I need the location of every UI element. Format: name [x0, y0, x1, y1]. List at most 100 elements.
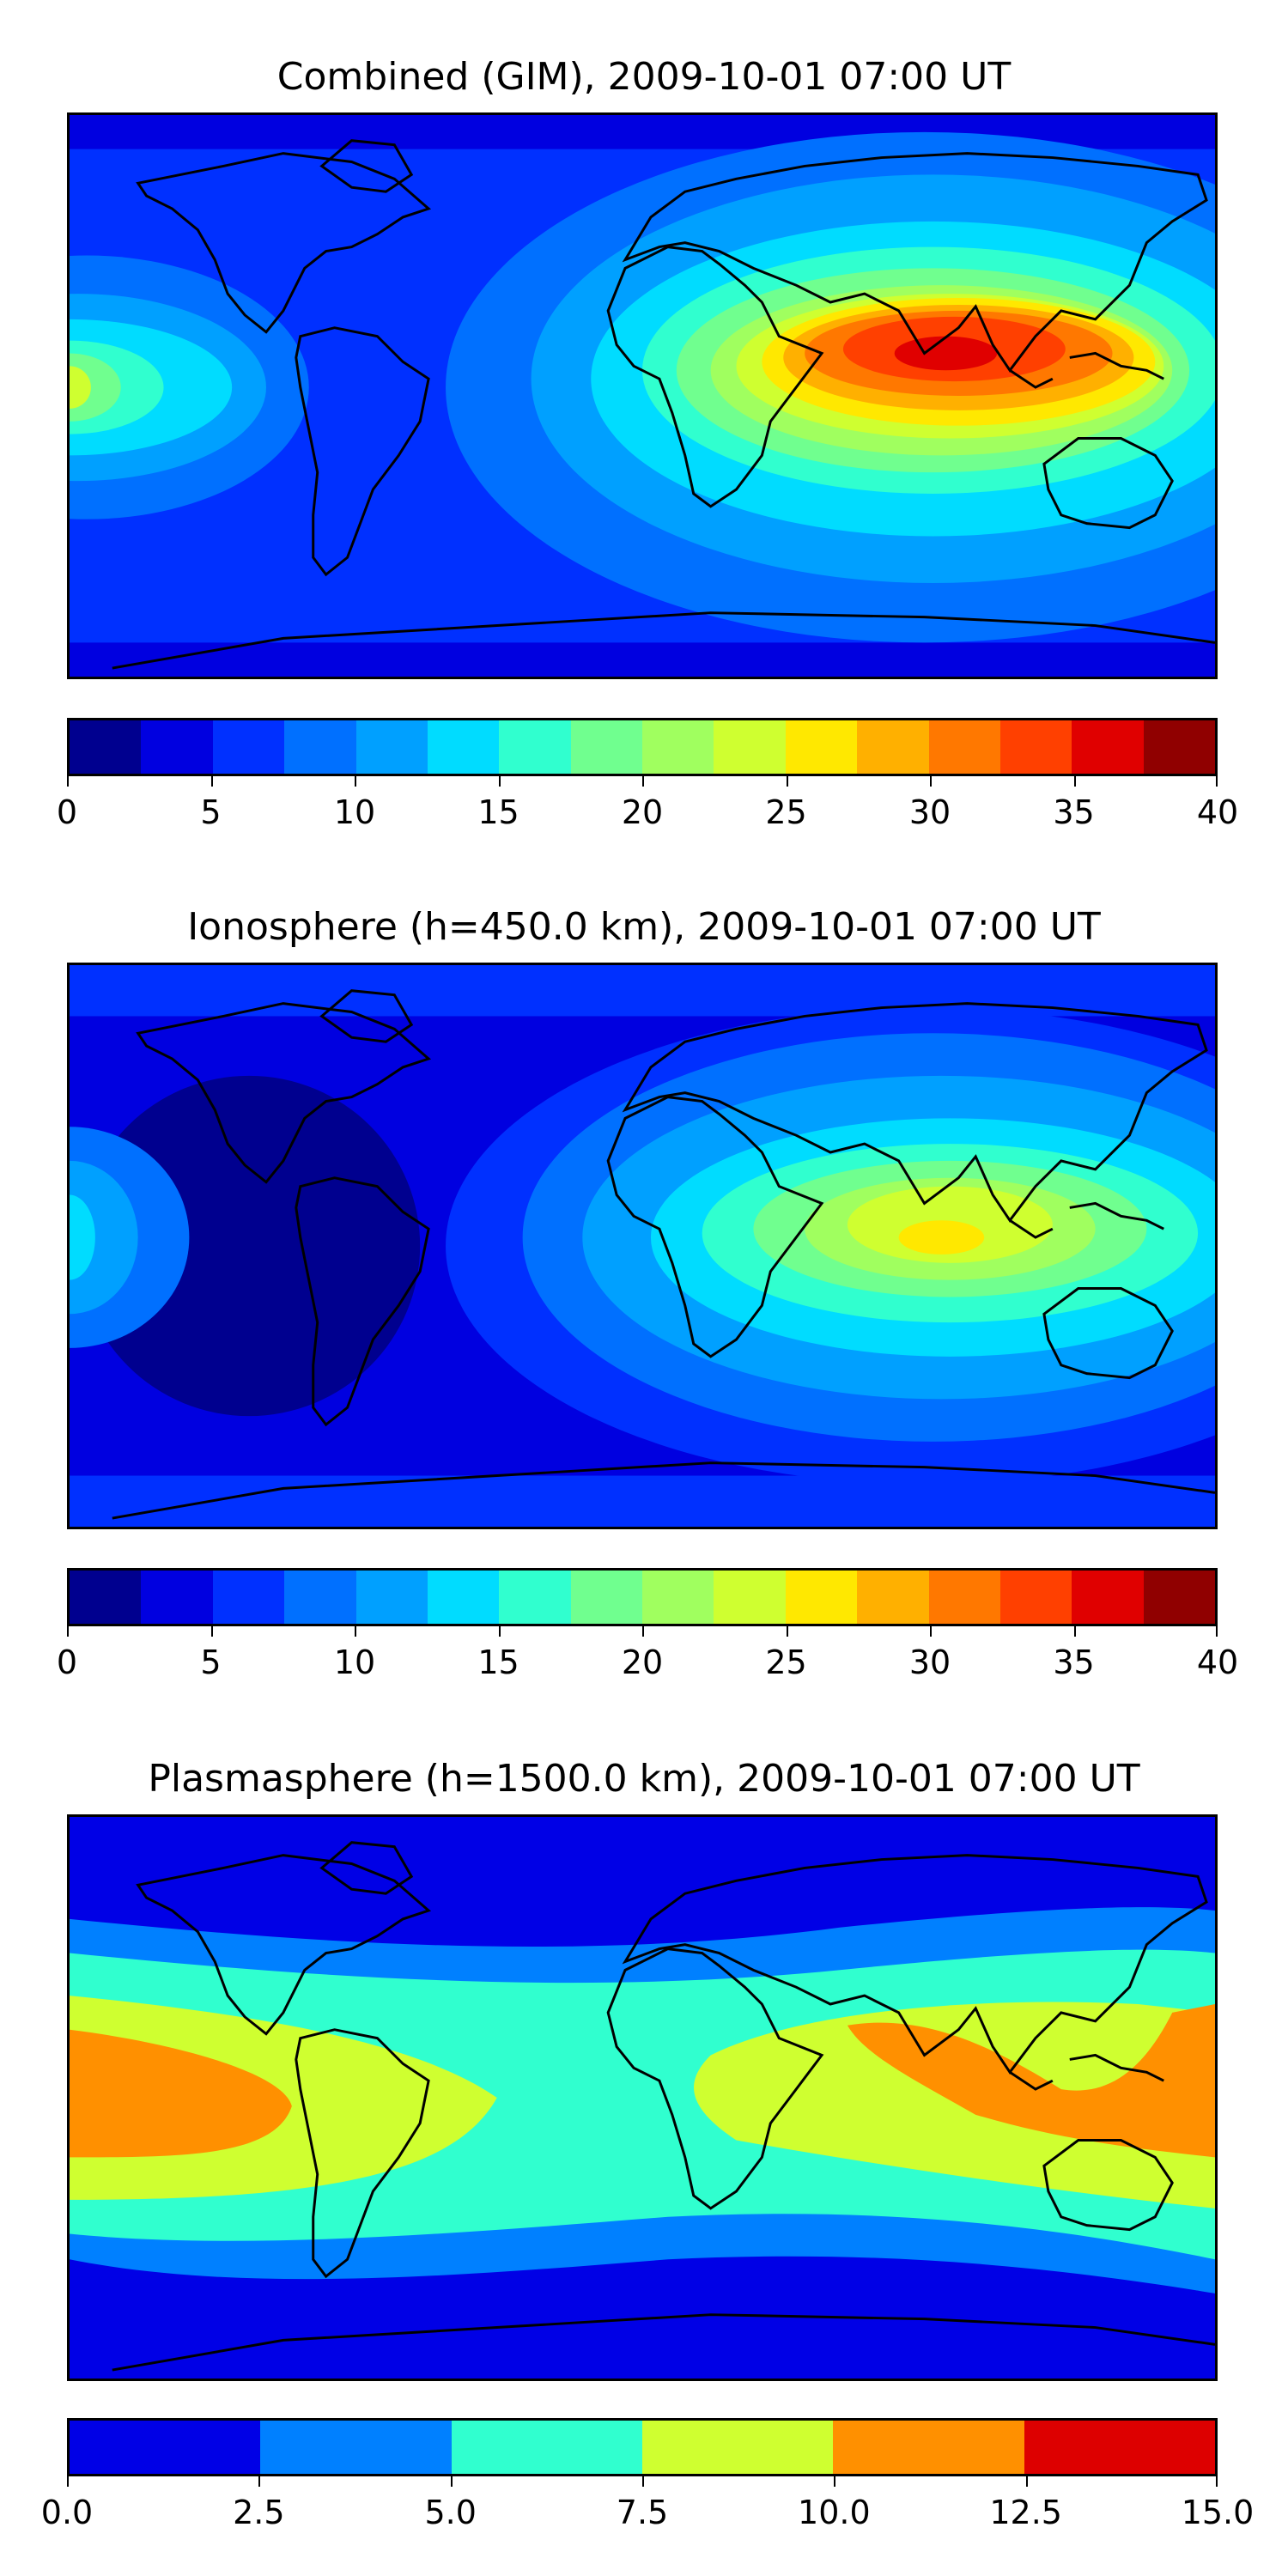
colorbar-segment [70, 2421, 261, 2474]
colorbar-tick-mark [1216, 2476, 1218, 2487]
colorbar-tick-label: 2.5 [233, 2494, 285, 2531]
colorbar-tick-label: 0 [56, 793, 78, 831]
colorbar-segment [857, 1571, 929, 1624]
colorbar-tick-label: 12.5 [989, 2494, 1062, 2531]
colorbar-tick-mark [67, 2476, 69, 2487]
coastlines [112, 139, 1215, 670]
colorbar-tick-label: 10 [333, 1643, 376, 1681]
panel-title-plasmasphere: Plasmasphere (h=1500.0 km), 2009-10-01 0… [148, 1757, 1140, 1801]
colorbar-segment [1143, 720, 1215, 774]
colorbar-tick-mark [210, 776, 213, 787]
colorbar-segment [1143, 1571, 1215, 1624]
colorbar-segment [70, 1571, 142, 1624]
panel-title-ionosphere: Ionosphere (h=450.0 km), 2009-10-01 07:0… [187, 905, 1101, 949]
map-combined [67, 112, 1218, 679]
colorbar-tick-mark [1216, 1626, 1218, 1637]
colorbar-tick-label: 10.0 [798, 2494, 871, 2531]
colorbar-tick-mark [786, 776, 788, 787]
coastlines [112, 989, 1215, 1520]
map-ionosphere [67, 963, 1218, 1529]
colorbar-segment [212, 1571, 285, 1624]
colorbar-tick-label: 25 [765, 793, 807, 831]
colorbar-tick-mark [210, 1626, 213, 1637]
colorbar-tick-label: 5 [200, 793, 222, 831]
colorbar-segment [857, 720, 929, 774]
colorbar-segment [714, 1571, 786, 1624]
polar-band-north [70, 965, 1215, 1017]
colorbar-segment [641, 2421, 834, 2474]
colorbar-tick-mark [1073, 776, 1076, 787]
colorbar-tick-label: 0.0 [40, 2494, 94, 2531]
colorbar-tick-label: 30 [908, 1643, 951, 1681]
colorbar-tick-label: 5.0 [424, 2494, 477, 2531]
coastlines [112, 1841, 1215, 2372]
colorbar-tick-mark [642, 1626, 644, 1637]
colorbar-plasmasphere [67, 2418, 1218, 2476]
colorbar-segment [1072, 1571, 1144, 1624]
colorbar-segment [999, 1571, 1072, 1624]
colorbar-segment [70, 720, 142, 774]
low-region [77, 1075, 421, 1417]
colorbar-segment [355, 720, 428, 774]
colorbar-segment [499, 1571, 571, 1624]
polar-band-south [70, 642, 1215, 677]
colorbar-tick-mark [67, 1626, 69, 1637]
colorbar-segment [1024, 2421, 1215, 2474]
colorbar-tick-mark [498, 1626, 501, 1637]
colorbar-segment [212, 720, 285, 774]
colorbar-tick-mark [1073, 1626, 1076, 1637]
colorbar-tick-mark [834, 2476, 836, 2487]
colorbar-tick-mark [355, 1626, 356, 1637]
anomaly-region [898, 1220, 985, 1255]
colorbar-tick-label: 25 [765, 1643, 807, 1681]
colorbar-tick-label: 10 [333, 793, 376, 831]
colorbar-tick-label: 15 [477, 1643, 519, 1681]
colorbar-segment [355, 1571, 428, 1624]
colorbar-tick-label: 35 [1053, 793, 1095, 831]
colorbar-tick-mark [258, 2476, 261, 2487]
colorbar-tick-mark [930, 1626, 932, 1637]
colorbar-ticks-combined: 0 5 10 15 20 25 30 35 40 [57, 776, 1238, 836]
colorbar-tick-mark [67, 776, 69, 787]
colorbar-tick-mark [642, 776, 644, 787]
colorbar-segment [284, 720, 356, 774]
band-region [70, 2029, 292, 2158]
colorbar-tick-mark [450, 2476, 453, 2487]
band-region [847, 2004, 1215, 2158]
colorbar-segment [427, 720, 500, 774]
colorbar-segment [928, 720, 1000, 774]
colorbar-tick-mark [355, 776, 356, 787]
colorbar-segment [642, 720, 714, 774]
colorbar-segment [570, 1571, 642, 1624]
colorbar-tick-label: 7.5 [616, 2494, 669, 2531]
colorbar-segment [785, 1571, 858, 1624]
colorbar-tick-label: 0 [56, 1643, 78, 1681]
colorbar-segment [499, 720, 571, 774]
colorbar-tick-mark [1216, 776, 1218, 787]
colorbar-tick-label: 40 [1196, 1643, 1239, 1681]
colorbar-segment [141, 720, 213, 774]
colorbar-tick-label: 35 [1053, 1643, 1095, 1681]
colorbar-segment [785, 720, 858, 774]
anomaly-region [894, 336, 998, 371]
colorbar-segment [427, 1571, 500, 1624]
colorbar-segment [1072, 720, 1144, 774]
anomaly-region [70, 366, 91, 409]
colorbar-tick-label: 20 [621, 1643, 664, 1681]
colorbar-segment [642, 1571, 714, 1624]
colorbar-tick-label: 30 [908, 793, 951, 831]
colorbar-tick-label: 5 [200, 1643, 222, 1681]
colorbar-tick-label: 20 [621, 793, 664, 831]
colorbar-segment [928, 1571, 1000, 1624]
colorbar-tick-mark [930, 776, 932, 787]
map-plasmasphere [67, 1814, 1218, 2381]
colorbar-tick-label: 40 [1196, 793, 1239, 831]
colorbar-ticks-ionosphere: 0 5 10 15 20 25 30 35 40 [57, 1626, 1238, 1686]
colorbar-tick-label: 15 [477, 793, 519, 831]
colorbar-segment [141, 1571, 213, 1624]
colorbar-tick-mark [498, 776, 501, 787]
colorbar-segment [284, 1571, 356, 1624]
colorbar-segment [451, 2421, 642, 2474]
colorbar-tick-mark [786, 1626, 788, 1637]
colorbar-ionosphere [67, 1568, 1218, 1626]
